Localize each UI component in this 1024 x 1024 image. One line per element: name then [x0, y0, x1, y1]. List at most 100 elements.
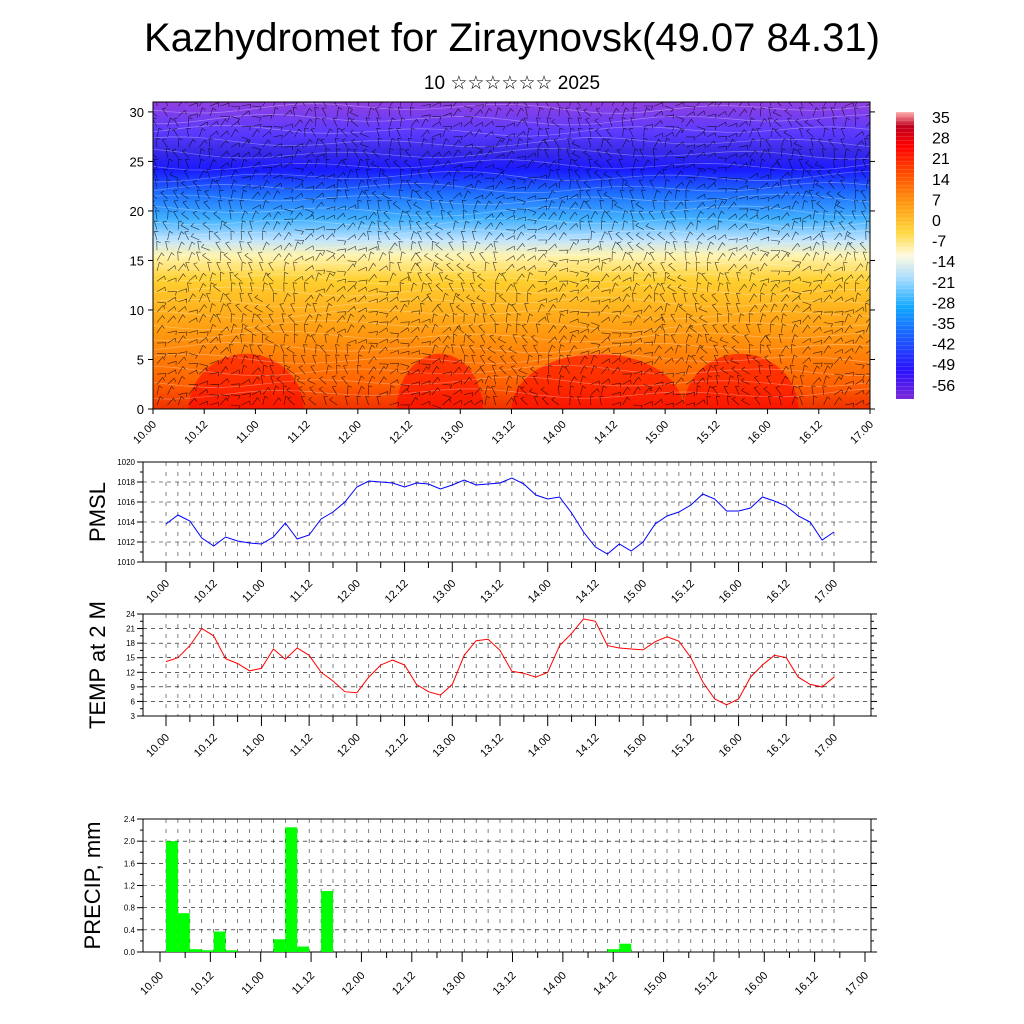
y-tick-label: 6: [131, 697, 136, 706]
y-tick-label: 1016: [117, 498, 135, 507]
colorbar-label: 21: [932, 151, 950, 168]
y-tick-label: 15: [126, 654, 135, 663]
x-tick-label: 10.00: [138, 970, 166, 998]
x-tick-label: 10.12: [192, 578, 220, 606]
page-title: Kazhydromet for Ziraynovsk(49.07 84.31): [144, 16, 880, 60]
isotherm-line: [153, 193, 870, 206]
x-tick-label: 15.00: [643, 419, 671, 447]
x-tick-label: 10.12: [189, 970, 217, 998]
colorbar-label: -21: [932, 275, 955, 292]
x-tick-label: 16.00: [746, 419, 774, 447]
x-tick-label: 16.00: [717, 578, 745, 606]
isotherm-line: [153, 262, 870, 273]
x-tick-label: 10.12: [182, 419, 210, 447]
precip-bar: [285, 827, 298, 952]
x-tick-label: 13.00: [430, 732, 458, 760]
x-tick-label: 10.12: [192, 732, 220, 760]
x-tick-label: 11.00: [240, 732, 267, 759]
x-tick-label: 14.12: [574, 732, 602, 760]
x-tick-label: 15.00: [621, 732, 649, 760]
colorbar-label: -7: [932, 234, 946, 251]
precip-panel: 0.0 0.4 0.8 1.2 1.6 2.0 2.4 10.00 10.12 11.00 11.1…: [80, 815, 877, 998]
x-tick-label: 17.00: [848, 419, 876, 447]
colorbar-label: -49: [932, 357, 955, 374]
precip-bar: [166, 841, 178, 952]
precip-bar: [189, 949, 202, 952]
x-tick-label: 12.00: [340, 970, 368, 998]
y-tick-label: 0.8: [124, 904, 136, 913]
precip-bar: [273, 939, 286, 952]
x-tick-label: 10.00: [144, 578, 172, 606]
x-tick-label: 15.12: [669, 732, 697, 760]
x-tick-label: 11.12: [288, 578, 315, 605]
x-tick-label: 14.00: [526, 578, 554, 606]
x-tick-label: 14.00: [541, 970, 569, 998]
y-tick-label: 1010: [117, 558, 135, 567]
x-tick-label: 16.12: [764, 578, 792, 606]
heatmap-field: [153, 102, 870, 409]
y-tick-label: 5: [137, 352, 144, 367]
isotherm-line: [153, 319, 870, 331]
colorbar-label: 0: [932, 213, 941, 230]
y-tick-label: 18: [126, 639, 135, 648]
panel-frame: [142, 461, 872, 563]
y-tick-label: 0.0: [124, 948, 136, 957]
x-tick-label: 11.12: [290, 970, 317, 997]
x-tick-label: 16.12: [764, 732, 792, 760]
y-tick-label: 15: [130, 253, 144, 268]
colorbar-label: -42: [932, 337, 955, 354]
colorbar-label: -35: [932, 316, 955, 333]
isotherm-line: [153, 364, 870, 376]
colorbar-label: 14: [932, 172, 950, 189]
x-tick-label: 13.12: [490, 419, 518, 447]
x-tick-label: 13.12: [478, 578, 506, 606]
panel-frame: [142, 613, 872, 717]
pmsl-panel: 1010 1012 1014 1016 1018 1020 10.00 10.12 11.00 1…: [85, 458, 877, 606]
isotherm-line: [153, 136, 870, 148]
x-tick-label: 15.00: [621, 578, 649, 606]
y-axis-title: TEMP at 2 M: [85, 601, 110, 729]
x-tick-label: 16.12: [793, 970, 821, 998]
y-tick-label: 24: [126, 610, 135, 619]
isotherm-line: [153, 285, 870, 297]
x-tick-label: 14.12: [592, 419, 620, 447]
isotherm-line: [153, 342, 870, 353]
precip-bar: [607, 949, 620, 952]
warm-core: [396, 353, 483, 409]
isotherm-line: [153, 170, 870, 183]
colorbar-label: 7: [932, 192, 941, 209]
colorbar: 35 28 21 14 7 0 -7 -14 -21 -28 -35 -42 -49 -56: [896, 110, 955, 399]
wind-barb-field: [153, 102, 870, 409]
wind-barbs: [153, 102, 870, 409]
isotherm-line: [153, 217, 870, 228]
y-tick-label: 20: [130, 204, 144, 219]
x-tick-label: 13.00: [440, 970, 468, 998]
x-tick-label: 11.00: [240, 578, 267, 605]
colorbar-scale: [896, 112, 914, 399]
x-tick-label: 17.00: [843, 970, 871, 998]
isotherm-line: [153, 388, 870, 400]
colorbar-label: -56: [932, 378, 955, 395]
x-tick-label: 17.00: [812, 732, 840, 760]
y-tick-label: 9: [131, 683, 136, 692]
precip-bar: [201, 950, 214, 952]
x-tick-label: 12.12: [390, 970, 418, 998]
x-tick-label: 14.00: [541, 419, 569, 447]
isotherm-line: [153, 330, 870, 343]
isotherm-line: [153, 297, 870, 308]
precip-bar: [225, 950, 238, 952]
y-tick-label: 30: [130, 105, 144, 120]
colorbar-label: -14: [932, 254, 955, 271]
x-tick-label: 15.12: [695, 419, 723, 447]
y-tick-label: 25: [130, 154, 144, 169]
isotherm-line: [153, 309, 870, 320]
x-tick-label: 10.00: [144, 732, 172, 760]
x-tick-label: 14.00: [526, 732, 554, 760]
precip-bar: [213, 931, 226, 952]
colorbar-label: -28: [932, 295, 955, 312]
y-tick-label: 1012: [117, 538, 135, 547]
temp-panel: 3 6 9 12 15 18 21 24 10.00 10.12 11.00 11.12 12.00 12…: [85, 601, 877, 760]
x-tick-label: 16.12: [797, 419, 825, 447]
y-tick-label: 1.2: [124, 882, 136, 891]
